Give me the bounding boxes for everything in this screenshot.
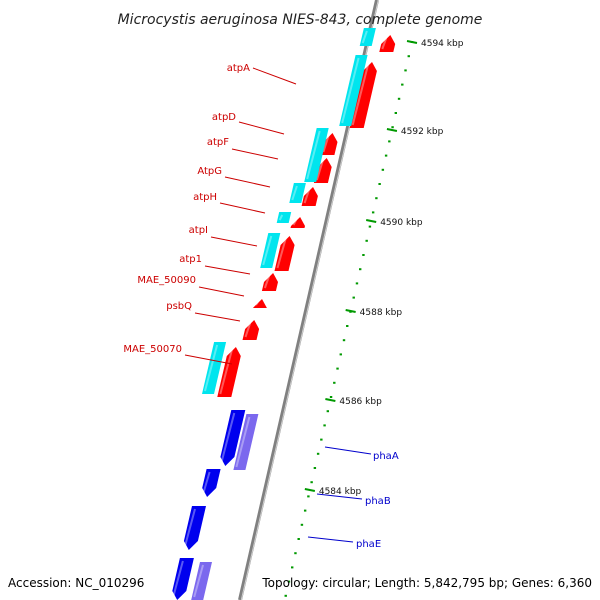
gene-label-phae: phaE [356, 539, 381, 550]
forward-annotation-block-highlight [262, 235, 273, 266]
reverse-annotation-block [233, 414, 259, 470]
gene-leader-line [219, 202, 266, 214]
major-tick [406, 40, 418, 44]
forward-cds-block [379, 35, 396, 52]
forward-cds-block-highlight [255, 301, 259, 306]
gene-label-atp1: atp1 [179, 254, 202, 265]
feature-layer [172, 28, 396, 600]
tick-layer: 4594 kbp 4592 kbp 4590 kbp 4588 kbp 4586 kbp… [284, 39, 464, 597]
major-tick [345, 309, 356, 313]
forward-cds-block-highlight [303, 189, 310, 204]
major-tick [325, 398, 336, 402]
gene-leader-line [198, 286, 245, 297]
forward-cds-block-highlight [381, 37, 388, 50]
forward-annotation-block [289, 183, 306, 203]
forward-annotation-block-highlight [341, 57, 360, 124]
scale-tick-label: 4584 kbp [319, 487, 362, 497]
forward-cds-block-highlight [263, 275, 271, 289]
reverse-cds-block-highlight [183, 508, 196, 548]
forward-annotation-block-highlight [291, 185, 298, 201]
forward-annotation-block [202, 342, 227, 394]
forward-annotation-block [276, 212, 292, 223]
scale-tick-label: 4592 kbp [401, 127, 444, 137]
gene-leader-line [307, 536, 354, 543]
scale-tick-label: 4590 kbp [380, 218, 423, 228]
forward-annotation-block-highlight [306, 130, 321, 180]
forward-annotation-block [304, 128, 329, 182]
reverse-annotation-block-highlight [193, 564, 204, 598]
forward-annotation-block-highlight [204, 344, 219, 392]
forward-cds-block-highlight [219, 349, 233, 395]
forward-cds-block [320, 133, 338, 155]
forward-cds-block [313, 158, 332, 183]
reverse-cds-block [220, 410, 246, 466]
forward-cds-block [261, 273, 278, 291]
gene-label-atpf: atpF [207, 137, 229, 148]
major-tick [386, 128, 398, 132]
gene-label-phaa: phaA [373, 451, 399, 462]
gene-leader-line [224, 176, 271, 188]
label-layer: atpA atpD atpF AtpG atpH atpI atp1 MAE_50090psb… [123, 63, 398, 550]
forward-cds-block [217, 347, 241, 397]
reverse-cds-block-highlight [202, 471, 211, 495]
reverse-cds-block [202, 469, 221, 497]
gene-leader-line [231, 148, 279, 160]
reverse-cds-block-highlight [220, 412, 236, 464]
forward-cds-block-highlight [292, 219, 297, 226]
forward-cds-block-highlight [351, 64, 369, 126]
gene-label-atpa: atpA [227, 63, 250, 74]
gene-label-atpd: atpD [212, 112, 236, 123]
gene-label-atpg: AtpG [197, 166, 222, 177]
forward-annotation-block [260, 233, 281, 268]
major-tick [365, 219, 377, 223]
gene-leader-line [252, 67, 297, 85]
scale-tick-label: 4586 kbp [339, 397, 382, 407]
gene-leader-line [194, 312, 241, 322]
forward-annotation-block-highlight [278, 214, 284, 221]
forward-cds-block [349, 62, 377, 128]
forward-cds-block [290, 217, 305, 228]
map-title: Microcystis aeruginosa NIES-843, complet… [118, 12, 483, 28]
scale-tick-label: 4594 kbp [421, 39, 464, 49]
forward-cds-block-highlight [322, 135, 330, 153]
reverse-annotation-block [191, 562, 212, 600]
reverse-cds-block [183, 506, 206, 550]
reverse-cds-block [172, 558, 194, 600]
gene-leader-line [316, 493, 363, 500]
accession-text: Accession: NC_010296 [8, 576, 144, 590]
forward-cds-block [242, 320, 260, 340]
forward-cds-block [301, 187, 318, 206]
leader-layer [184, 67, 372, 543]
gene-leader-line [210, 236, 258, 247]
gene-leader-line [184, 354, 233, 365]
reverse-annotation-block-highlight [235, 416, 251, 468]
gene-label-mae_50090: MAE_50090 [137, 275, 196, 286]
forward-cds-block [252, 299, 267, 308]
major-tick [304, 488, 316, 492]
gene-label-atpi: atpI [189, 225, 208, 236]
reverse-cds-block-highlight [172, 560, 184, 598]
forward-cds-block-highlight [276, 238, 287, 269]
forward-cds-block-highlight [244, 322, 252, 338]
gene-leader-line [238, 121, 285, 135]
gene-label-atph: atpH [193, 192, 217, 203]
gene-label-phab: phaB [365, 496, 391, 507]
genome-summary-text: Topology: circular; Length: 5,842,795 bp… [261, 576, 592, 590]
forward-annotation-block [359, 28, 376, 46]
forward-cds-block [274, 236, 295, 271]
gene-leader-line [324, 446, 372, 455]
gene-leader-line [204, 265, 251, 275]
scale-tick-label: 4588 kbp [360, 308, 403, 318]
gene-label-psbq: psbQ [166, 301, 192, 312]
gene-label-mae_50070: MAE_50070 [123, 344, 182, 355]
forward-annotation-block-highlight [361, 30, 368, 44]
forward-annotation-block [339, 55, 368, 126]
forward-cds-block-highlight [315, 160, 324, 181]
